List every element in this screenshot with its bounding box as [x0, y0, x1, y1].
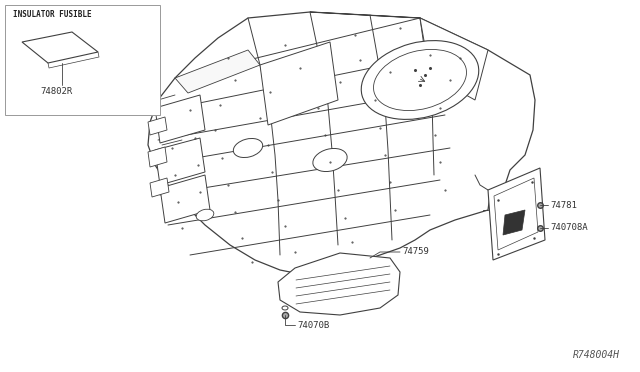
Text: 74070B: 74070B — [297, 321, 329, 330]
Text: 74781: 74781 — [550, 201, 577, 209]
Polygon shape — [22, 32, 98, 63]
Polygon shape — [148, 147, 167, 167]
Polygon shape — [148, 12, 535, 275]
Ellipse shape — [196, 209, 214, 221]
Polygon shape — [260, 42, 338, 125]
Polygon shape — [155, 138, 205, 185]
Polygon shape — [150, 178, 169, 197]
Polygon shape — [175, 50, 260, 93]
Bar — [5, 5, 160, 115]
Text: 740708A: 740708A — [550, 224, 588, 232]
Text: 74759: 74759 — [402, 247, 429, 257]
Ellipse shape — [361, 41, 479, 119]
Polygon shape — [160, 175, 210, 223]
Ellipse shape — [313, 148, 347, 171]
Polygon shape — [420, 18, 488, 100]
Ellipse shape — [282, 306, 288, 310]
Polygon shape — [488, 168, 545, 260]
Polygon shape — [278, 253, 400, 315]
Polygon shape — [503, 210, 525, 235]
Polygon shape — [148, 117, 167, 135]
Polygon shape — [155, 95, 205, 143]
Text: R748004H: R748004H — [573, 350, 620, 360]
Text: INSULATOR FUSIBLE: INSULATOR FUSIBLE — [13, 10, 92, 19]
Ellipse shape — [234, 138, 262, 157]
Text: 74802R: 74802R — [40, 87, 72, 96]
